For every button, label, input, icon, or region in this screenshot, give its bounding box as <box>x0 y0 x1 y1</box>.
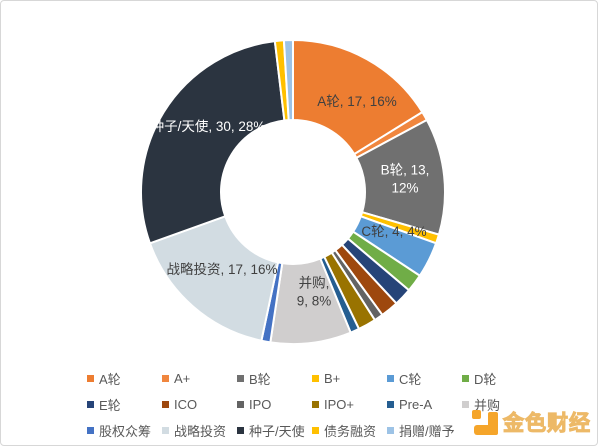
legend-marker <box>237 374 244 382</box>
pie-slice-A轮 <box>292 38 424 156</box>
legend-marker <box>387 426 394 434</box>
legend-marker <box>462 374 469 382</box>
legend-label: 并购 <box>474 397 501 413</box>
legend-item-B+: B+ <box>312 371 387 386</box>
legend-item-Pre-A: Pre-A <box>387 397 462 412</box>
legend-marker <box>312 374 319 382</box>
legend-item-股权众筹: 股权众筹 <box>87 421 162 440</box>
legend-label: C轮 <box>399 371 422 387</box>
legend-item-D轮: D轮 <box>462 369 537 388</box>
legend-item-ICO: ICO <box>162 397 237 412</box>
legend-label: IPO+ <box>324 396 354 412</box>
legend-marker <box>162 400 169 408</box>
watermark: 金色财经 <box>472 407 591 437</box>
legend-label: 种子/天使 <box>249 423 305 439</box>
legend-item-IPO: IPO <box>237 397 312 412</box>
legend-item-并购: 并购 <box>462 395 537 414</box>
legend-marker <box>162 374 169 382</box>
legend-marker <box>237 400 244 408</box>
legend-item-捐赠/赠予: 捐赠/赠予 <box>387 421 462 440</box>
donut-chart <box>140 38 446 345</box>
legend-marker <box>387 374 394 382</box>
legend-item-C轮: C轮 <box>387 369 462 388</box>
legend-label: 股权众筹 <box>99 423 152 439</box>
legend-label: A轮 <box>99 371 121 387</box>
legend-label: IPO <box>249 396 272 412</box>
legend-marker <box>312 426 319 434</box>
legend-label: A+ <box>174 370 191 386</box>
legend-item-A+: A+ <box>162 371 237 386</box>
legend-marker <box>87 374 94 382</box>
legend-item-B轮: B轮 <box>237 369 312 388</box>
watermark-text: 金色财经 <box>503 412 591 436</box>
legend-label: 战略投资 <box>174 423 227 439</box>
legend-marker <box>87 400 94 408</box>
pie-slice-种子/天使 <box>140 39 286 245</box>
pie-slice-捐赠/赠予 <box>282 38 294 122</box>
legend-item-A轮: A轮 <box>87 369 162 388</box>
legend-item-E轮: E轮 <box>87 395 162 414</box>
donut-chart-area: A轮, 17, 16% B轮, 13, 12% C轮, 4, 4% 并购, 9, 8% 战略… <box>1 1 600 361</box>
legend-marker <box>162 426 169 434</box>
legend-label: Pre-A <box>399 396 433 412</box>
legend-item-种子/天使: 种子/天使 <box>237 421 312 440</box>
pie-slice-战略投资 <box>148 215 280 342</box>
chart-legend: A轮 A+ B轮 B+ C轮 D轮 E轮 ICO IPO IPO+ Pre-A 并购股权众筹 战略投资 种… <box>87 365 557 443</box>
legend-label: ICO <box>174 396 198 412</box>
golden-finance-logo-icon <box>472 409 498 435</box>
legend-item-战略投资: 战略投资 <box>162 421 237 440</box>
legend-label: B轮 <box>249 371 271 387</box>
legend-label: 债务融资 <box>324 423 377 439</box>
legend-marker <box>237 426 244 434</box>
legend-marker <box>462 400 469 408</box>
legend-marker <box>87 426 94 434</box>
legend-marker <box>387 400 394 408</box>
legend-label: D轮 <box>474 371 497 387</box>
legend-label: E轮 <box>99 397 121 413</box>
legend-label: B+ <box>324 370 341 386</box>
legend-item-IPO+: IPO+ <box>312 397 387 412</box>
legend-marker <box>312 400 319 408</box>
legend-label: 捐赠/赠予 <box>399 423 455 439</box>
legend-item-债务融资: 债务融资 <box>312 421 387 440</box>
